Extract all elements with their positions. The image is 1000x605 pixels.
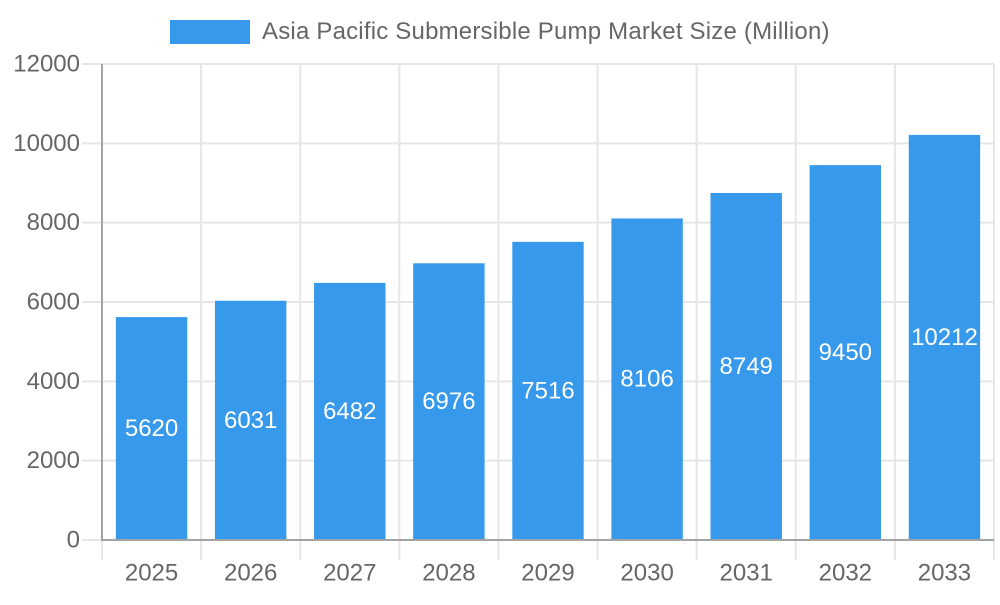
svg-text:8000: 8000 [27, 209, 80, 236]
svg-text:2026: 2026 [224, 560, 277, 587]
svg-text:5620: 5620 [125, 415, 178, 442]
svg-text:2000: 2000 [27, 447, 80, 474]
svg-text:2032: 2032 [819, 560, 872, 587]
svg-text:2033: 2033 [918, 560, 971, 587]
svg-text:2029: 2029 [521, 560, 574, 587]
svg-text:8749: 8749 [720, 353, 773, 380]
svg-text:0: 0 [67, 527, 80, 554]
svg-text:6031: 6031 [224, 407, 277, 434]
svg-text:2025: 2025 [125, 560, 178, 587]
svg-text:9450: 9450 [819, 339, 872, 366]
svg-text:Asia Pacific Submersible Pump: Asia Pacific Submersible Pump Market Siz… [262, 18, 830, 45]
svg-text:4000: 4000 [27, 368, 80, 395]
svg-text:6482: 6482 [323, 398, 376, 425]
svg-text:2031: 2031 [720, 560, 773, 587]
svg-text:6000: 6000 [27, 289, 80, 316]
svg-text:10212: 10212 [911, 324, 978, 351]
svg-text:7516: 7516 [521, 377, 574, 404]
svg-text:2030: 2030 [620, 560, 673, 587]
svg-text:8106: 8106 [620, 366, 673, 393]
svg-text:6976: 6976 [422, 388, 475, 415]
svg-text:2028: 2028 [422, 560, 475, 587]
svg-text:2027: 2027 [323, 560, 376, 587]
svg-text:12000: 12000 [13, 51, 80, 78]
svg-text:10000: 10000 [13, 130, 80, 157]
